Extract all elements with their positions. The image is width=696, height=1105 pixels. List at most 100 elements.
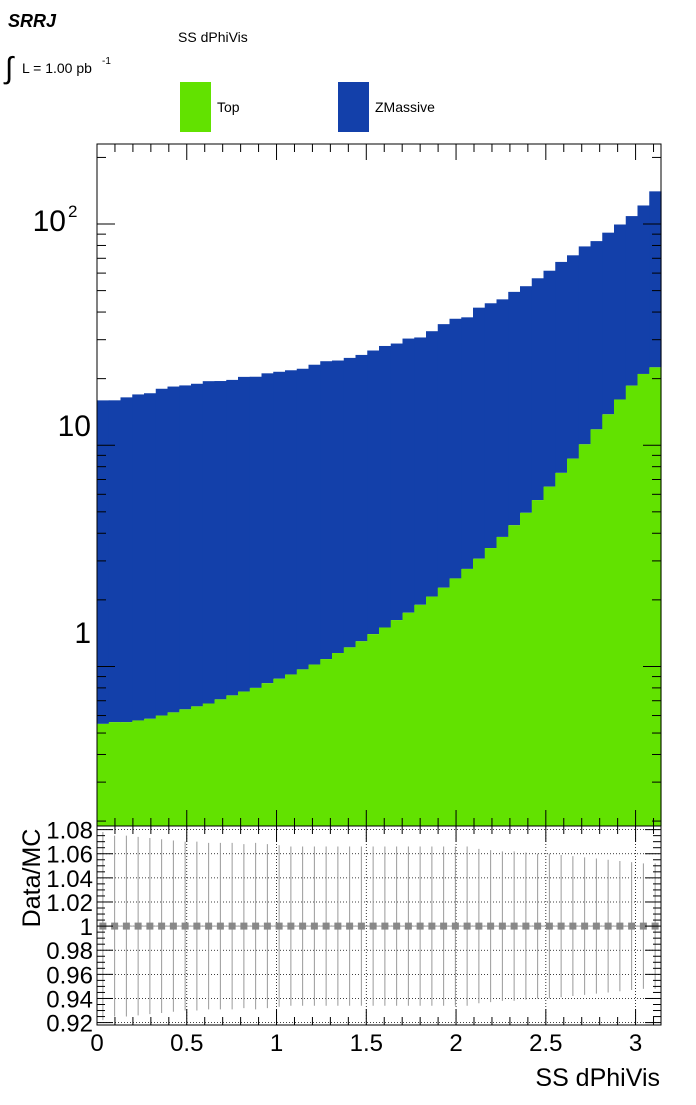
- bar-top: [555, 472, 568, 826]
- bar-zmassive: [602, 232, 615, 415]
- bar-zmassive: [144, 393, 157, 719]
- luminosity-exponent: -1: [102, 56, 111, 67]
- bar-top: [120, 722, 133, 826]
- bar-zmassive: [108, 400, 122, 723]
- ratio-point: [134, 922, 142, 930]
- legend-title: SS dPhiVis: [178, 29, 248, 45]
- bar-zmassive: [191, 383, 204, 707]
- bar-zmassive: [238, 376, 251, 692]
- bar-top: [343, 647, 357, 826]
- region-label: SRRJ: [8, 11, 57, 31]
- bar-top: [590, 429, 603, 826]
- ratio-point: [263, 922, 271, 930]
- bar-zmassive: [496, 299, 509, 537]
- bar-top: [414, 604, 427, 826]
- bar-zmassive: [97, 400, 110, 724]
- integral-sign: ∫: [3, 52, 15, 85]
- bar-zmassive: [320, 361, 333, 660]
- bar-top: [367, 634, 380, 826]
- bar-top: [238, 691, 251, 826]
- ratio-point: [428, 922, 436, 930]
- bar-top: [108, 722, 122, 826]
- ratio-point: [346, 922, 354, 930]
- bar-zmassive: [637, 205, 650, 374]
- bar-top: [144, 718, 157, 826]
- ratio-point: [451, 922, 459, 930]
- bar-top: [531, 500, 545, 826]
- ratio-point: [181, 922, 189, 930]
- bar-zmassive: [214, 381, 227, 700]
- ratio-point: [205, 922, 213, 930]
- ratio-point: [169, 922, 177, 930]
- bar-top: [249, 687, 263, 826]
- bar-zmassive: [649, 191, 662, 368]
- ratio-point: [440, 922, 448, 930]
- bar-top: [355, 641, 368, 826]
- bar-top: [320, 659, 333, 826]
- ratio-point: [463, 922, 471, 930]
- bar-zmassive: [296, 368, 310, 670]
- ratio-point: [111, 922, 119, 930]
- bar-zmassive: [308, 364, 321, 665]
- x-tick-label: 2.5: [529, 1030, 562, 1057]
- bar-zmassive: [473, 307, 486, 559]
- bar-top: [484, 548, 498, 826]
- bar-top: [567, 458, 580, 826]
- bar-top: [167, 712, 180, 826]
- ratio-point: [522, 922, 530, 930]
- bar-top: [132, 720, 145, 826]
- bar-zmassive: [285, 370, 298, 675]
- bar-zmassive: [437, 324, 451, 588]
- ratio-y-tick-label: 1.08: [46, 818, 93, 845]
- bar-top: [226, 695, 239, 826]
- bar-zmassive: [508, 291, 521, 526]
- bar-zmassive: [578, 246, 592, 445]
- ratio-y-tick-label: 1.02: [46, 890, 93, 917]
- bar-zmassive: [379, 345, 392, 628]
- ratio-point: [252, 922, 260, 930]
- ratio-point: [158, 922, 166, 930]
- ratio-grid: [96, 826, 661, 1025]
- y-tick-label-10: 10: [58, 410, 91, 443]
- x-tick-label: 0: [90, 1030, 103, 1057]
- ratio-point: [616, 922, 624, 930]
- bar-top: [649, 367, 662, 826]
- bar-top: [402, 612, 415, 826]
- bar-top: [155, 715, 169, 826]
- ratio-point: [475, 922, 483, 930]
- bar-zmassive: [531, 278, 545, 501]
- ratio-point: [569, 922, 577, 930]
- ratio-point: [628, 922, 636, 930]
- bar-top: [426, 596, 439, 826]
- bar-top: [543, 486, 556, 826]
- bar-top: [202, 703, 216, 826]
- ratio-point: [146, 922, 154, 930]
- bar-zmassive: [520, 286, 533, 513]
- bar-zmassive: [426, 331, 439, 597]
- bar-top: [285, 674, 298, 826]
- ratio-point: [299, 922, 307, 930]
- bar-top: [179, 709, 192, 826]
- legend-label-zmassive: ZMassive: [375, 99, 435, 115]
- ratio-y-tick-label: 1.04: [46, 866, 93, 893]
- ratio-point: [581, 922, 589, 930]
- bar-zmassive: [614, 224, 627, 400]
- ratio-point: [122, 922, 130, 930]
- bar-zmassive: [120, 397, 133, 723]
- bar-top: [602, 414, 615, 826]
- ratio-axis-ticks: [96, 826, 661, 1025]
- main-axis-ticks: [96, 144, 661, 826]
- bar-top: [461, 568, 474, 826]
- ratio-point: [216, 922, 224, 930]
- ratio-point: [487, 922, 495, 930]
- bar-zmassive: [226, 379, 239, 696]
- x-tick-label: 1.5: [350, 1030, 383, 1057]
- ratio-point: [228, 922, 236, 930]
- bar-top: [637, 373, 650, 826]
- bar-top: [296, 669, 310, 826]
- x-tick-label: 1: [270, 1030, 283, 1057]
- bar-zmassive: [461, 317, 474, 569]
- ratio-point: [604, 922, 612, 930]
- ratio-y-tick-label: 0.92: [46, 1011, 93, 1038]
